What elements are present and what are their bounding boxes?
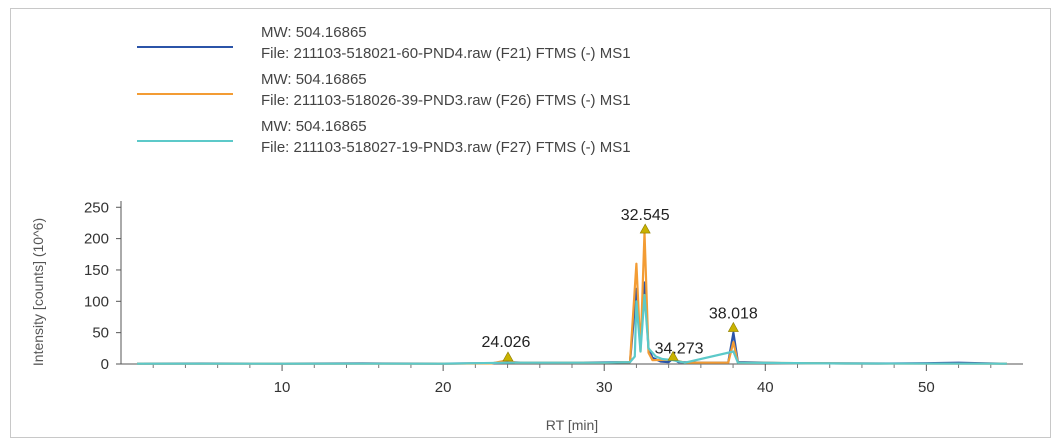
x-ticks: 10 20 30 40 50 [152,364,992,396]
x-tick-label: 40 [757,379,774,396]
x-tick-label: 10 [274,379,291,396]
series-line-2 [137,293,1007,365]
y-tick-label: 150 [84,262,109,279]
legend-mw-1: MW: 504.16865 [261,71,367,88]
peak-label: 24.026 [482,334,531,351]
peak-marker [639,223,651,234]
peak-label: 32.545 [621,207,670,224]
peak-annotations: 24.026 32.545 34.273 38.018 [482,207,758,362]
y-tick-label: 100 [84,293,109,310]
y-tick-label: 50 [92,325,109,342]
legend-mw-0: MW: 504.16865 [261,24,367,41]
chromatogram-chart: MW: 504.16865 File: 211103-518021-60-PND4… [30,24,1023,433]
y-ticks: 0 50 100 150 200 250 [84,199,121,373]
axes [120,201,1023,365]
y-axis-label: Intensity [counts] (10^6) [30,218,46,366]
legend-mw-2: MW: 504.16865 [261,118,367,135]
series-group [137,231,1007,365]
legend: MW: 504.16865 File: 211103-518021-60-PND4… [137,24,631,156]
x-axis-label: RT [min] [546,417,598,433]
x-tick-label: 30 [596,379,613,396]
y-tick-label: 0 [101,356,109,373]
legend-file-2: File: 211103-518027-19-PND3.raw (F27) FT… [261,139,631,156]
series-line-0 [137,281,1007,365]
series-line-1 [137,231,1007,365]
chromatogram-panel: MW: 504.16865 File: 211103-518021-60-PND4… [10,8,1051,438]
x-tick-label: 50 [918,379,935,396]
peak-marker [727,321,739,332]
peak-marker [502,351,514,362]
peak-label: 38.018 [709,306,758,323]
peak-label: 34.273 [655,340,704,357]
legend-file-0: File: 211103-518021-60-PND4.raw (F21) FT… [261,45,631,62]
y-tick-label: 250 [84,199,109,216]
x-tick-label: 20 [435,379,452,396]
y-tick-label: 200 [84,231,109,248]
peak-marker [667,350,679,361]
legend-file-1: File: 211103-518026-39-PND3.raw (F26) FT… [261,92,631,109]
